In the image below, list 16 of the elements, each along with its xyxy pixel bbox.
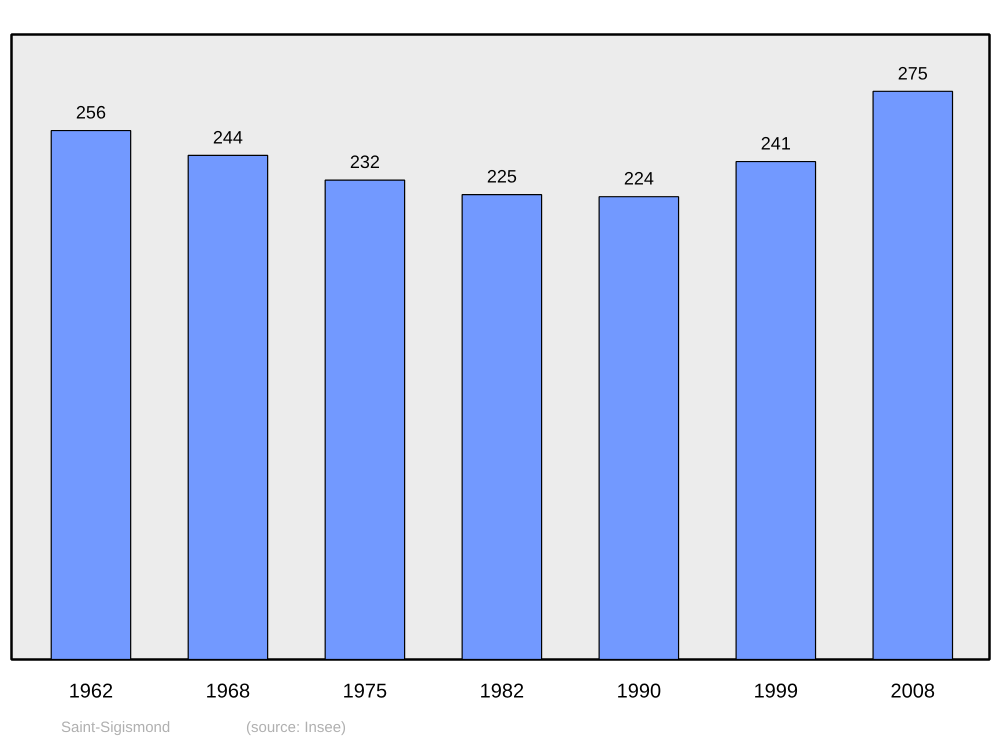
text: (source: Insee)	[246, 718, 346, 738]
x-tick-label: 1999	[754, 680, 798, 702]
data-label: 241	[760, 134, 791, 154]
x-tick-label: 1962	[68, 680, 114, 702]
x-tick-label: 1975	[342, 680, 388, 702]
data-label: 224	[624, 168, 654, 189]
x-tick-label: 1982	[480, 680, 524, 702]
data-label: 225	[486, 166, 517, 187]
data-label: 244	[212, 127, 243, 148]
x-tick-label: 1968	[206, 680, 250, 702]
data-label: 275	[898, 63, 928, 84]
x-tick-label: 1990	[616, 680, 662, 702]
data-label: 256	[76, 102, 106, 123]
text: Saint-Sigismond	[61, 718, 170, 738]
x-tick-label: 2008	[890, 680, 936, 702]
data-label: 232	[350, 152, 380, 172]
